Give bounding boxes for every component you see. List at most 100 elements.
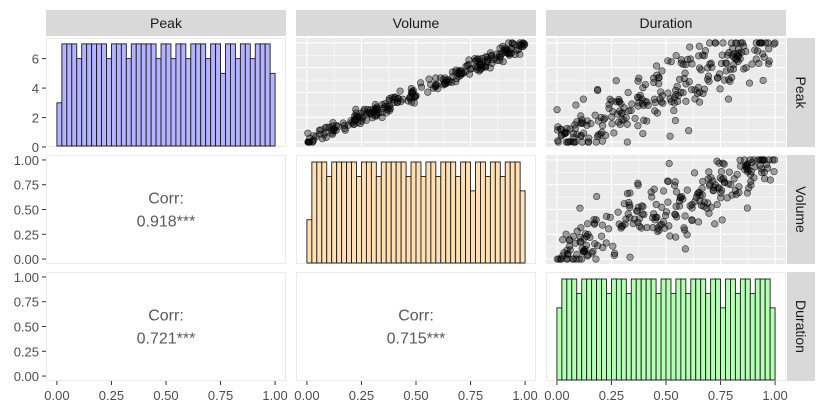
- strip-col-duration: [546, 10, 786, 36]
- scatter-point: [352, 116, 360, 124]
- scatter-point: [316, 130, 324, 138]
- scatter-point: [720, 178, 729, 187]
- histogram-bar: [480, 161, 486, 264]
- scatter-point: [502, 46, 510, 54]
- corr-panel-volume-peak: Corr: 0.918***: [46, 155, 286, 264]
- scatter-point: [566, 242, 574, 250]
- scatter-point: [624, 88, 632, 97]
- y-tick-label-row1: 0: [32, 140, 39, 155]
- histogram-bar: [200, 43, 207, 147]
- x-tick-label-col2: 0.25: [349, 388, 374, 403]
- histogram-bar: [390, 161, 397, 264]
- scatter-point: [606, 95, 614, 103]
- corr-label: Corr:: [398, 308, 434, 325]
- scatter-point: [612, 77, 620, 85]
- histogram-bar: [455, 175, 462, 264]
- histogram-bar: [650, 278, 657, 381]
- strip-row-duration: [787, 272, 815, 381]
- scatter-point: [636, 222, 644, 231]
- strip-label-col-volume: Volume: [393, 15, 440, 31]
- scatter-point: [315, 126, 323, 135]
- scatter-point: [627, 106, 635, 115]
- x-tick-label-col2: 0.50: [403, 388, 428, 403]
- y-tick-label-row2: 0.25: [14, 227, 39, 242]
- scatter-point: [585, 134, 593, 142]
- scatter-point: [579, 119, 587, 127]
- histogram-bar: [630, 278, 637, 381]
- scatter-point: [621, 220, 629, 228]
- scatter-point: [650, 95, 659, 103]
- scatter-point: [590, 216, 598, 224]
- corr-panel-duration-peak: Corr: 0.721***: [46, 272, 286, 381]
- scatter-point: [626, 253, 634, 261]
- scatter-point: [598, 137, 607, 145]
- histogram-bar: [591, 278, 598, 381]
- scatter-point: [672, 51, 680, 60]
- histogram-bar: [499, 175, 506, 264]
- histogram-bar: [76, 58, 83, 147]
- scatter-point: [555, 255, 563, 263]
- y-tick-label-row1: 4: [32, 81, 39, 96]
- scatter-point: [717, 186, 726, 194]
- histogram-bar: [356, 175, 362, 264]
- scatter-point: [614, 208, 622, 216]
- histogram-bar: [56, 102, 63, 147]
- scatter-point: [503, 49, 511, 57]
- histogram-bar: [326, 175, 333, 264]
- histogram-bar: [484, 175, 491, 264]
- scatter-point: [475, 67, 483, 75]
- scatter-point: [600, 115, 608, 123]
- histogram-bar: [259, 43, 266, 147]
- scatter-point: [579, 95, 588, 103]
- scatter-point: [682, 61, 690, 69]
- scatter-point: [496, 56, 504, 65]
- histogram-bar: [615, 278, 622, 381]
- scatter-point: [577, 131, 585, 140]
- histogram-bar: [754, 278, 761, 381]
- scatter-point: [665, 222, 673, 230]
- histogram-bar: [519, 190, 526, 264]
- scatter-point: [577, 238, 585, 246]
- scatter-point: [583, 121, 591, 129]
- scatter-point: [339, 119, 347, 127]
- histogram-bar: [400, 161, 407, 264]
- scatter-point: [573, 227, 581, 235]
- scatter-point: [410, 99, 418, 107]
- scatter-point: [735, 183, 743, 191]
- scatter-point: [634, 102, 642, 110]
- histogram-bar: [606, 292, 612, 381]
- histogram-bar: [195, 43, 202, 147]
- scatter-point: [743, 204, 752, 212]
- scatter-point: [658, 92, 666, 100]
- scatter-point: [685, 78, 693, 86]
- x-tick-label-col1: 0.50: [153, 388, 178, 403]
- scatter-point: [742, 47, 750, 56]
- histogram-bar: [375, 175, 382, 264]
- scatter-point: [620, 116, 628, 124]
- scatter-point: [716, 70, 724, 78]
- histogram-bar: [625, 292, 632, 381]
- histogram-bar: [361, 161, 367, 264]
- histogram-bar: [380, 161, 387, 264]
- scatter-point: [735, 189, 743, 197]
- histogram-bar: [71, 43, 78, 147]
- scatter-point: [728, 73, 736, 82]
- scatter-point: [565, 236, 574, 244]
- scatter-point: [610, 249, 619, 257]
- histogram-bar: [749, 292, 756, 381]
- scatter-point: [352, 105, 360, 113]
- scatter-point: [770, 40, 778, 48]
- scatter-point: [625, 198, 633, 207]
- scatter-point: [760, 168, 768, 176]
- scatter-point: [606, 213, 614, 221]
- scatter-point: [633, 93, 642, 101]
- scatter-point: [705, 182, 714, 190]
- scatter-point: [713, 157, 721, 165]
- scatter-panel-peak-duration: [546, 38, 786, 147]
- scatter-point: [554, 123, 562, 131]
- scatter-point: [653, 109, 661, 117]
- scatter-point: [656, 221, 664, 229]
- scatter-point: [665, 159, 673, 168]
- scatter-point: [707, 174, 715, 182]
- histogram-bar: [494, 161, 501, 264]
